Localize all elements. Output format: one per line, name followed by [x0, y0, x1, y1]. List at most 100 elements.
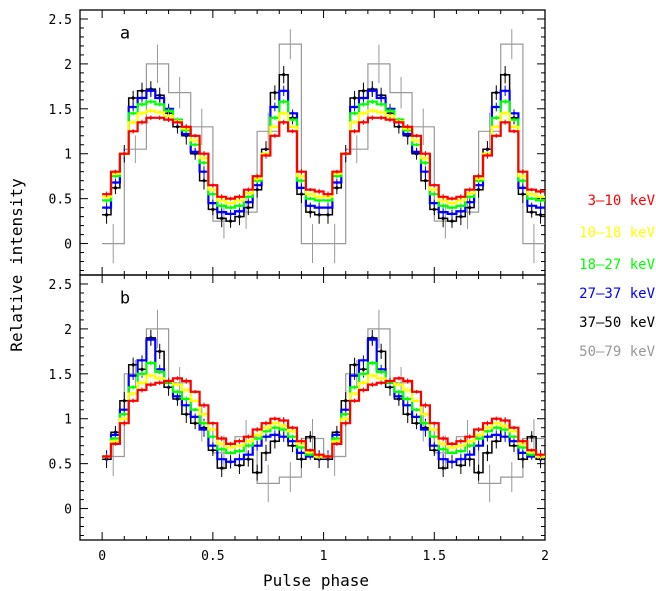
data-point [140, 96, 144, 100]
data-point [308, 435, 312, 439]
data-point [220, 447, 224, 451]
data-point [530, 210, 534, 214]
data-point [273, 116, 277, 120]
data-point [131, 385, 135, 389]
data-point [503, 111, 507, 115]
data-point [255, 177, 259, 181]
data-point [300, 451, 303, 455]
data-point [494, 417, 498, 421]
data-point [158, 381, 162, 385]
data-point [246, 439, 250, 443]
data-point [273, 91, 277, 95]
data-point [353, 374, 356, 378]
data-point [105, 199, 108, 202]
y-tick-label: 2.5 [49, 13, 72, 28]
data-point [459, 195, 463, 199]
data-point [494, 439, 498, 443]
data-point [503, 428, 507, 431]
data-point [432, 192, 436, 196]
data-point [494, 134, 498, 138]
data-point [468, 188, 472, 192]
data-point [131, 399, 135, 403]
data-point [158, 96, 162, 100]
data-point [131, 111, 135, 115]
data-point [300, 179, 303, 183]
data-point [238, 439, 241, 443]
data-point [131, 374, 135, 378]
y-tick-label: 1.5 [49, 103, 72, 118]
data-point [114, 433, 117, 437]
data-point [477, 177, 480, 181]
data-point [211, 192, 215, 196]
data-point [211, 421, 215, 425]
data-point [300, 442, 303, 446]
data-point [486, 435, 489, 439]
series-line [102, 100, 545, 209]
panel-label: a [120, 24, 130, 44]
data-point [114, 181, 117, 184]
data-point [184, 403, 188, 407]
data-point [459, 439, 463, 443]
data-point [362, 120, 365, 124]
data-point [255, 433, 259, 437]
data-point [353, 129, 356, 133]
data-point [113, 186, 118, 190]
data-point [353, 385, 356, 389]
data-point [406, 125, 410, 129]
data-point [486, 421, 489, 425]
data-point [202, 170, 206, 174]
data-point [202, 161, 206, 165]
data-point [494, 426, 498, 430]
data-point [122, 399, 126, 403]
data-point [415, 399, 418, 403]
data-point [539, 199, 542, 202]
data-point [370, 374, 374, 378]
data-point [415, 138, 418, 142]
data-point [362, 111, 365, 115]
data-point [317, 199, 321, 202]
data-point [512, 439, 516, 443]
data-point [486, 426, 489, 430]
data-point [450, 460, 454, 464]
data-point [291, 125, 294, 129]
data-point [291, 118, 294, 121]
data-point [521, 446, 525, 449]
data-point [477, 174, 480, 178]
data-point [459, 449, 463, 453]
data-point [468, 439, 472, 443]
data-point [308, 453, 312, 457]
data-point [273, 439, 277, 443]
data-point [414, 421, 419, 425]
data-point [388, 114, 392, 118]
series-line [102, 328, 545, 484]
data-point [140, 120, 144, 124]
data-point [379, 111, 383, 114]
data-point [415, 134, 418, 138]
data-point [229, 201, 232, 205]
data-point [211, 435, 215, 439]
y-axis-label: Relative intensity [7, 178, 26, 352]
data-point [344, 412, 348, 416]
data-point [406, 403, 410, 407]
data-point [424, 428, 427, 431]
data-point [273, 125, 277, 129]
data-point [211, 207, 215, 212]
data-point [131, 129, 135, 133]
data-point [468, 191, 472, 195]
y-tick-label: 2.5 [49, 278, 72, 293]
data-point [140, 89, 144, 93]
data-point [459, 215, 463, 219]
data-point [379, 376, 383, 380]
data-point [353, 399, 356, 403]
data-point [335, 181, 339, 184]
data-point [308, 197, 312, 201]
data-point [432, 188, 436, 192]
data-point [344, 408, 348, 412]
data-point [211, 201, 215, 205]
data-point [149, 338, 153, 342]
data-point [326, 199, 330, 202]
data-point [167, 109, 170, 113]
data-point [193, 399, 197, 403]
data-point [211, 188, 215, 192]
data-point [282, 73, 286, 77]
